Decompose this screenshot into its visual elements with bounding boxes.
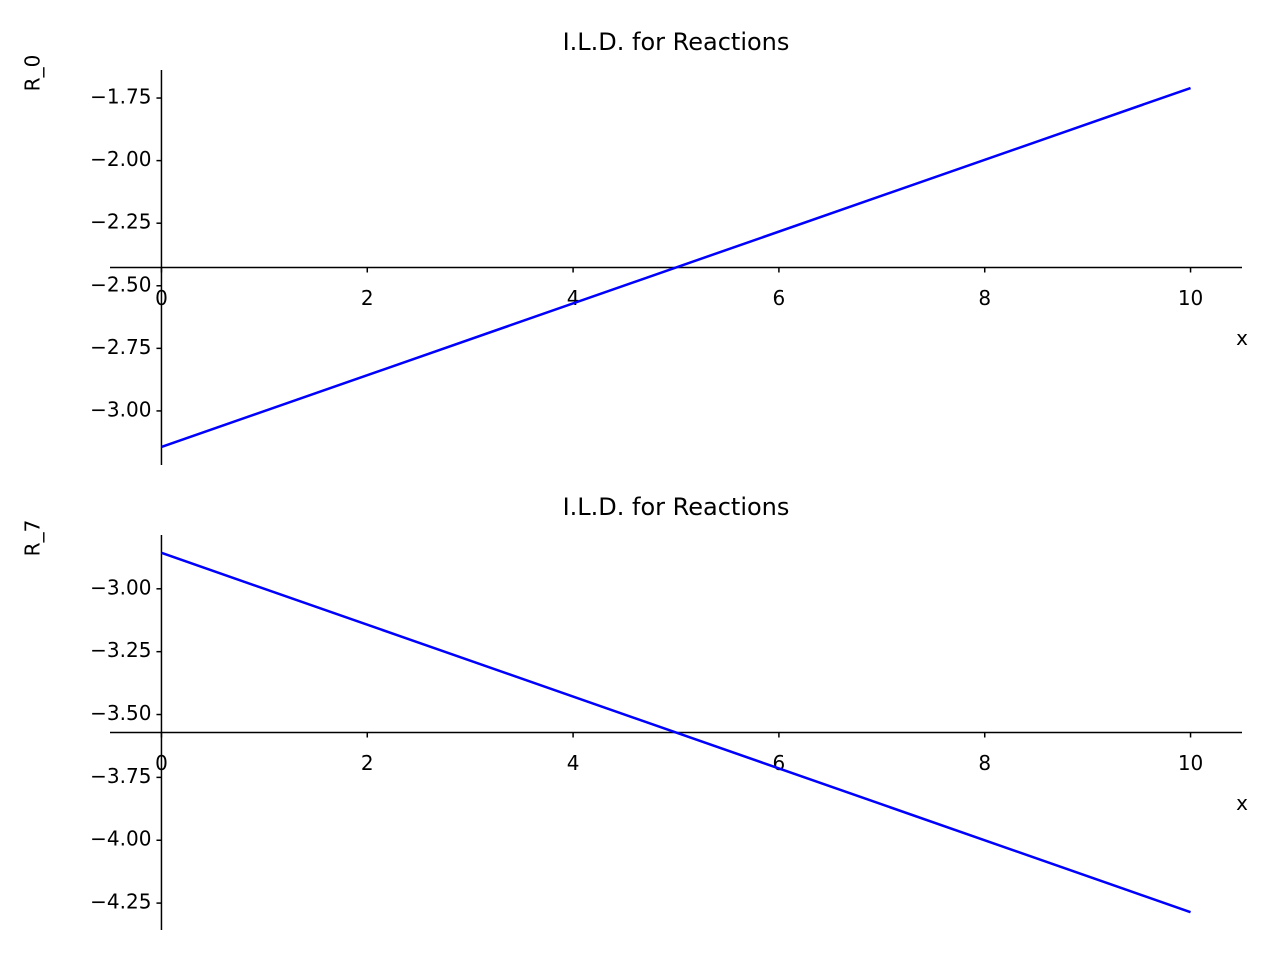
x-tick-label: 6 <box>773 751 786 775</box>
y-tick-label: −2.25 <box>90 210 151 234</box>
chart-title: I.L.D. for Reactions <box>563 493 790 521</box>
x-tick-label: 8 <box>978 751 991 775</box>
x-tick-label: 6 <box>773 286 786 310</box>
data-line <box>161 551 1191 914</box>
y-tick-label: −3.00 <box>90 575 151 599</box>
y-tick-label: −3.25 <box>90 638 151 662</box>
y-tick-label: −4.25 <box>90 890 151 914</box>
y-tick-label: −3.75 <box>90 764 151 788</box>
chart-title: I.L.D. for Reactions <box>563 28 790 56</box>
x-tick-label: 0 <box>155 751 168 775</box>
data-line <box>161 86 1191 449</box>
x-tick-label: 4 <box>567 286 580 310</box>
x-axis-label: x <box>1236 791 1248 815</box>
x-tick-label: 2 <box>361 286 374 310</box>
y-tick-label: −4.00 <box>90 827 151 851</box>
y-axis-label: R_0 <box>21 55 45 92</box>
x-axis-label: x <box>1236 326 1248 350</box>
y-tick-label: −1.75 <box>90 85 151 109</box>
x-tick-label: 2 <box>361 751 374 775</box>
y-tick-label: −2.75 <box>90 335 151 359</box>
x-tick-label: 10 <box>1178 751 1203 775</box>
y-tick-label: −2.50 <box>90 272 151 296</box>
y-tick-label: −2.00 <box>90 147 151 171</box>
y-tick-label: −3.00 <box>90 397 151 421</box>
x-tick-label: 8 <box>978 286 991 310</box>
y-axis-label: R_7 <box>21 520 45 557</box>
x-tick-label: 4 <box>567 751 580 775</box>
x-tick-label: 10 <box>1178 286 1203 310</box>
y-tick-label: −3.50 <box>90 701 151 725</box>
x-tick-label: 0 <box>155 286 168 310</box>
